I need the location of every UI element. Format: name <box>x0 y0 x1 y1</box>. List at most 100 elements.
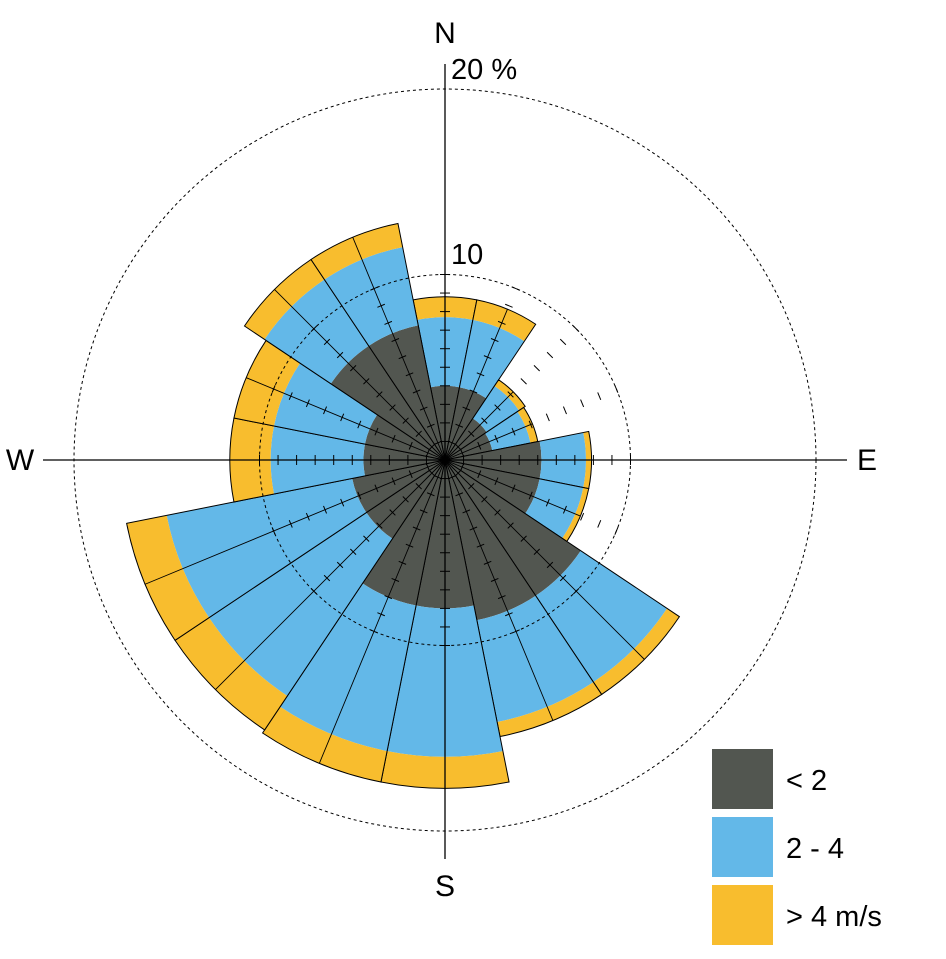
radial-line-se <box>444 459 645 660</box>
tick-wnw-7 <box>323 406 328 415</box>
tick-nne-6 <box>483 355 492 360</box>
tick-nw-8 <box>336 351 344 359</box>
ring-label-outer: 20 % <box>451 54 517 86</box>
tick-wsw-6 <box>340 498 345 507</box>
tick-nw-2 <box>415 430 422 437</box>
tick-wsw-7 <box>323 505 328 514</box>
radial-line-sw <box>215 459 446 690</box>
sector-nnw-series-1 <box>368 325 445 460</box>
sector-outline-nne <box>444 299 537 461</box>
tick-ese-1 <box>460 463 465 471</box>
tick-ene-7 <box>562 406 567 415</box>
tick-sse-5 <box>476 543 485 548</box>
radial-line-wsw <box>144 459 446 585</box>
tick-sse-9 <box>505 612 513 617</box>
tick-nnw-4 <box>412 389 421 394</box>
sector-nnw-series-2 <box>324 247 419 346</box>
tick-ene-5 <box>528 420 533 429</box>
legend-label-mid: 2 - 4 <box>786 833 844 865</box>
radial-line-nnw <box>352 237 446 461</box>
tick-ese-8 <box>580 512 585 521</box>
tick-sw-4 <box>389 509 396 516</box>
sector-ese-series-2 <box>525 478 584 539</box>
tick-wnw-9 <box>288 392 293 400</box>
legend-swatch-low <box>712 749 773 809</box>
tick-sse-8 <box>497 595 506 600</box>
tick-nnw-7 <box>391 338 400 343</box>
tick-nne-5 <box>476 372 485 377</box>
tick-sw-10 <box>310 587 318 595</box>
compass-label-w: W <box>6 444 35 477</box>
tick-ese-2 <box>477 470 482 479</box>
tick-ese-7 <box>562 505 567 514</box>
tick-sw-9 <box>323 574 331 582</box>
tick-nne-7 <box>490 338 499 343</box>
tick-sw-7 <box>350 548 357 555</box>
radial-line-wnw <box>246 377 446 461</box>
tick-se-4 <box>494 509 501 516</box>
sector-ene-series-3 <box>517 407 538 443</box>
tick-nw-1 <box>428 443 436 451</box>
tick-ne-3 <box>481 417 488 424</box>
tick-se-7 <box>533 548 540 555</box>
tick-ssw-7 <box>391 577 400 582</box>
tick-se-8 <box>546 561 554 569</box>
tick-sse-10 <box>512 629 520 634</box>
tick-ssw-9 <box>377 612 385 617</box>
tick-ese-6 <box>545 498 550 507</box>
radial-line-sse <box>444 459 554 721</box>
tick-ne-5 <box>507 391 514 398</box>
tick-ne-8 <box>546 351 554 359</box>
compass-label-s: S <box>435 870 455 903</box>
tick-ene-8 <box>580 399 585 408</box>
tick-wnw-5 <box>357 420 362 429</box>
sector-nnw-series-3 <box>311 223 403 280</box>
tick-ne-1 <box>454 443 462 451</box>
sector-wnw-series-1 <box>364 414 445 460</box>
tick-sse-4 <box>469 526 478 531</box>
sector-sse-series-1 <box>445 460 536 621</box>
compass-axes <box>43 64 847 859</box>
tick-se-9 <box>559 574 567 582</box>
tick-nw-5 <box>376 391 383 398</box>
tick-sse-3 <box>462 509 471 514</box>
tick-sse-2 <box>455 492 464 497</box>
tick-ese-5 <box>528 491 533 500</box>
tick-se-6 <box>520 535 527 542</box>
tick-ssw-1 <box>434 475 442 480</box>
tick-wnw-8 <box>305 399 310 408</box>
sector-ene-series-2 <box>485 411 531 451</box>
sector-outline-ssw <box>261 459 446 783</box>
sector-outline-wsw <box>126 459 446 642</box>
tick-ssw-5 <box>405 543 414 548</box>
tick-ne-9 <box>559 338 567 346</box>
legend-label-high: > 4 m/s <box>786 901 882 933</box>
tick-wsw-2 <box>408 470 413 479</box>
sector-outline-nnw <box>310 222 446 461</box>
tick-sse-7 <box>490 577 499 582</box>
tick-wsw-4 <box>374 484 379 493</box>
tick-ene-9 <box>597 392 602 400</box>
tick-nnw-1 <box>434 440 442 445</box>
sector-wsw-series-3 <box>126 515 210 641</box>
tick-wnw-6 <box>340 413 345 422</box>
legend: < 2 2 - 4 > 4 m/s <box>712 749 882 945</box>
tick-nne-3 <box>462 406 471 411</box>
tick-wnw-4 <box>374 427 379 436</box>
sector-wnw-series-3 <box>233 340 301 426</box>
tick-se-5 <box>507 522 514 529</box>
legend-swatch-high <box>712 885 773 945</box>
tick-nnw-10 <box>370 286 378 291</box>
radial-line-ssw <box>318 459 446 764</box>
tick-wsw-8 <box>305 512 310 521</box>
tick-nnw-6 <box>398 355 407 360</box>
tick-ese-3 <box>494 477 499 486</box>
tick-ne-4 <box>494 404 501 411</box>
tick-ssw-8 <box>384 595 393 600</box>
rose-sectors <box>126 222 681 789</box>
tick-nne-1 <box>448 440 456 445</box>
tick-ssw-4 <box>412 526 421 531</box>
tick-nne-9 <box>505 303 513 308</box>
tick-wsw-10 <box>271 527 276 535</box>
